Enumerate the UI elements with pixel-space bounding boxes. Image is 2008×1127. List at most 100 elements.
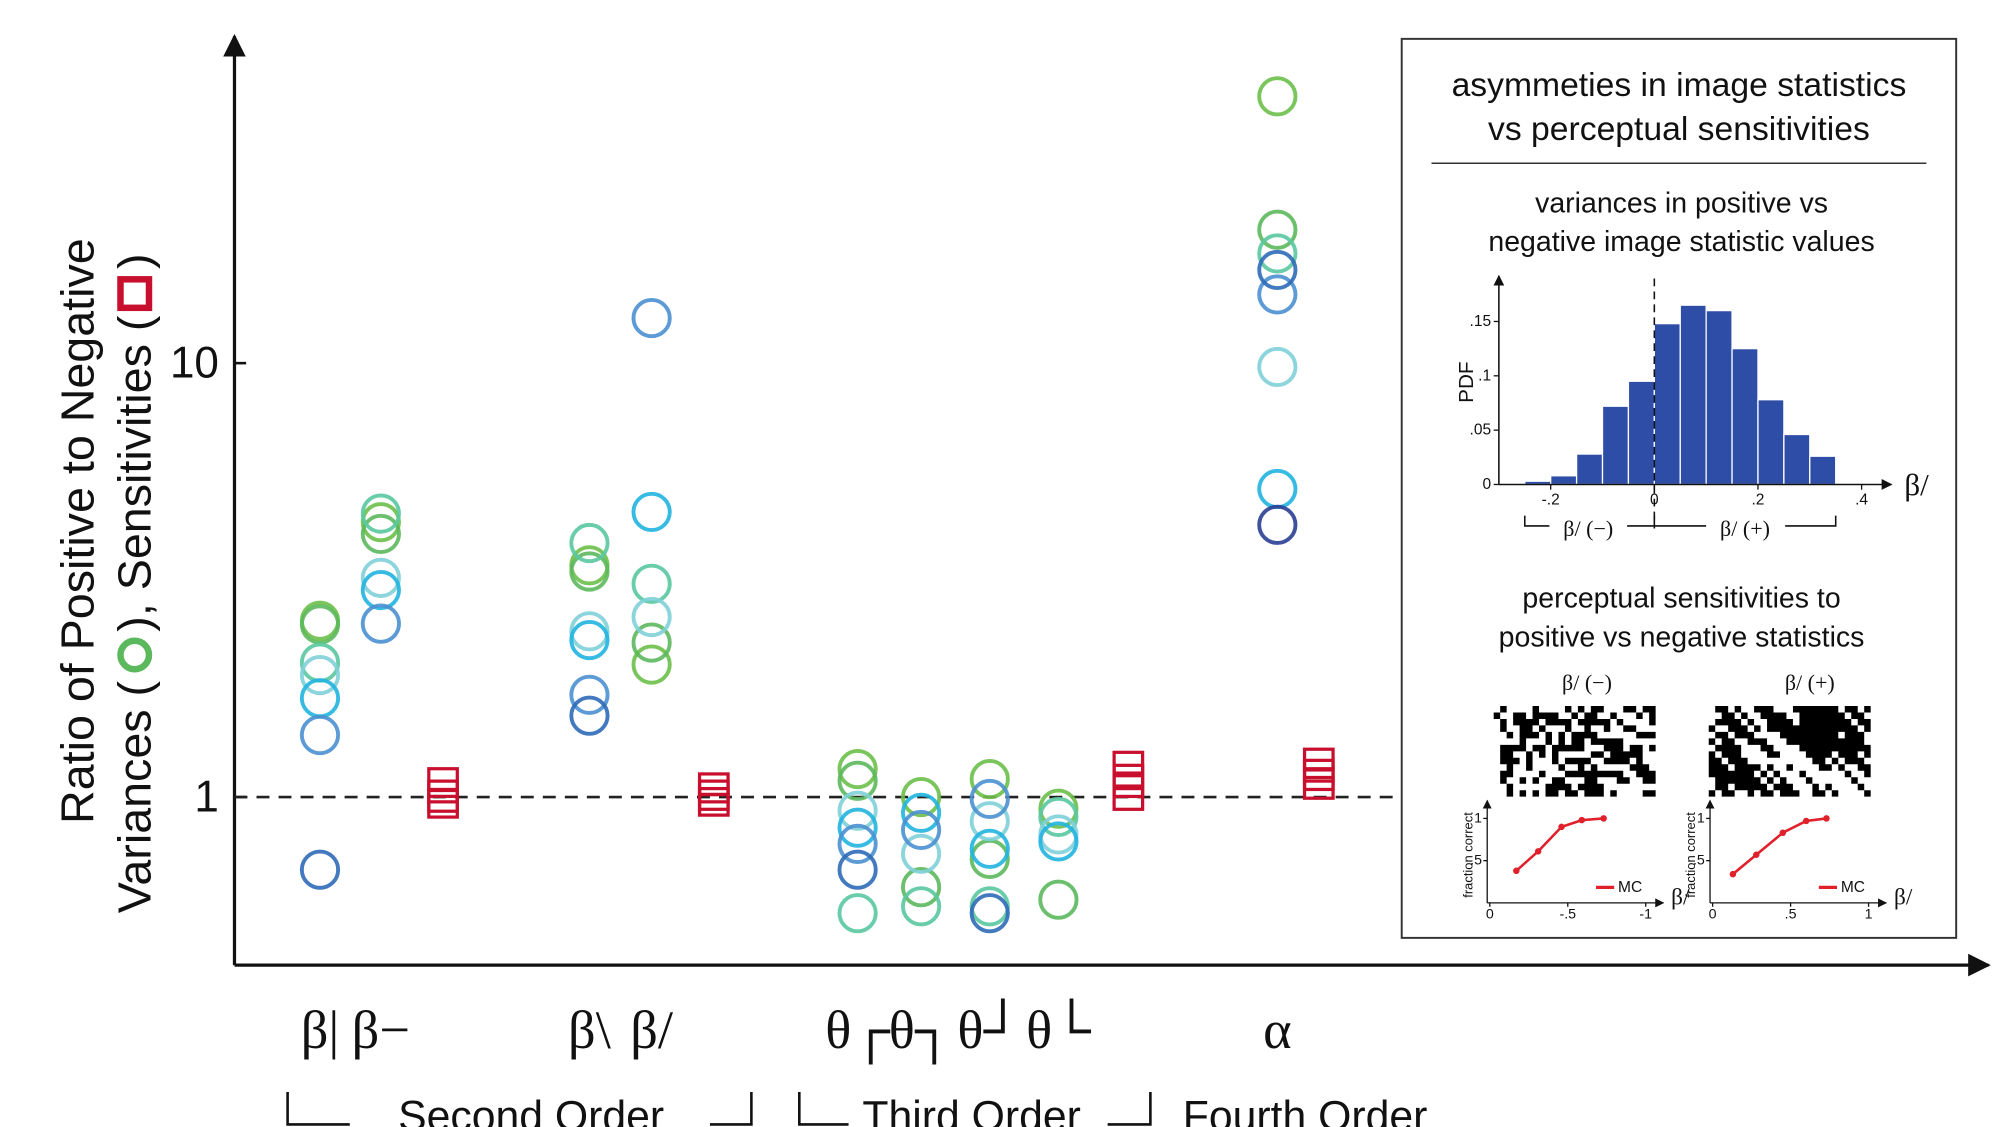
histogram-bar	[1628, 381, 1654, 484]
panel-x-tick-label: -.5	[1559, 907, 1576, 923]
hist-bracket-label: β/ (+)	[1720, 516, 1770, 541]
y-label: ), Sensitivities (	[109, 315, 161, 632]
sensitivity-title: positive vs negative statistics	[1499, 621, 1865, 653]
inset-title: asymmeties in image statistics	[1452, 67, 1907, 104]
variance-ratio	[1040, 882, 1076, 918]
variance-ratio	[839, 895, 875, 931]
variance-ratio	[633, 599, 669, 635]
panel-label: β/ (−)	[1562, 670, 1612, 695]
panel-x-label: β/	[1894, 885, 1913, 911]
page: {"chart_data":{ "type":"scatter","log_y"…	[0, 0, 2008, 1127]
hist-y-label: PDF	[1455, 361, 1478, 402]
y-label: Ratio of Positive to Negative	[52, 238, 104, 824]
variance-ratio	[1259, 507, 1295, 543]
psychometric-point	[1730, 871, 1736, 877]
category-label: θ┌	[825, 1000, 890, 1065]
variance-ratio	[839, 852, 875, 888]
y-label-1: Ratio of Positive to Negative	[52, 238, 104, 824]
variance-ratio	[633, 566, 669, 602]
hist-y-tick-label: .1	[1478, 367, 1491, 384]
psychometric-point	[1753, 852, 1759, 858]
hist-x-tick-label: .2	[1751, 492, 1764, 509]
order-label: Third Order	[862, 1093, 1080, 1127]
legend-circle	[120, 641, 149, 669]
hist-x-label: β/	[1904, 467, 1929, 502]
category-label: θ┘	[957, 998, 1022, 1060]
histogram-bar	[1784, 434, 1810, 484]
histogram-bar	[1810, 456, 1836, 484]
order-label: Second Order	[398, 1093, 664, 1127]
histogram-bar	[1680, 305, 1706, 484]
legend-square	[120, 279, 149, 307]
sensitivity-ratio	[700, 789, 729, 810]
hist-x-tick-label: -.2	[1542, 492, 1560, 509]
panel-y-label: fraction correct	[1460, 812, 1475, 898]
panel-x-tick-label: 0	[1486, 907, 1494, 923]
psychometric-point	[1803, 818, 1809, 824]
hist-y-tick-label: .15	[1470, 313, 1492, 330]
sensitivity-ratio	[1114, 752, 1143, 773]
psychometric-point	[1780, 830, 1786, 836]
variance-ratio	[363, 495, 399, 531]
variance-ratio	[633, 300, 669, 336]
variance-ratio	[363, 605, 399, 641]
variance-ratio	[571, 622, 607, 658]
psychometric-point	[1513, 868, 1519, 874]
variance-ratio	[633, 494, 669, 530]
variance-ratio	[302, 852, 338, 888]
histogram-bar	[1654, 324, 1680, 485]
category-label: θ┐	[889, 1000, 954, 1065]
variance-ratio	[302, 680, 338, 716]
panel-x-tick-label: -1	[1639, 907, 1652, 923]
variance-ratio	[1259, 78, 1295, 114]
panel-y-label: fraction correct	[1683, 812, 1698, 898]
panel-y-tick-label: 1	[1697, 810, 1705, 826]
y-tick-label: 10	[170, 339, 219, 388]
figure: 110Ratio of Positive to NegativeVariance…	[0, 0, 2008, 1127]
sensitivity-ratio	[429, 769, 458, 790]
variance-ratio	[302, 717, 338, 753]
sensitivity-title: perceptual sensitivities to	[1522, 582, 1840, 614]
histogram-bar	[1732, 349, 1758, 485]
variance-ratio	[571, 525, 607, 561]
hist-y-tick-label: 0	[1482, 476, 1491, 493]
variance-ratio	[1259, 471, 1295, 507]
panel-label: β/ (+)	[1785, 670, 1835, 695]
histogram-title: negative image statistic values	[1488, 226, 1874, 258]
histogram-bar	[1577, 454, 1603, 484]
category-label: β−	[352, 1000, 410, 1060]
y-label-2: Variances ( ), Sensitivities ()	[109, 253, 161, 913]
hist-x-tick-label: .4	[1855, 492, 1868, 509]
sensitivity-ratio	[700, 774, 729, 795]
y-tick-label: 1	[194, 773, 219, 822]
psychometric-point	[1579, 817, 1585, 823]
variance-ratio	[571, 613, 607, 649]
order-label: Fourth Order	[1183, 1093, 1428, 1127]
histogram-bar	[1706, 311, 1732, 485]
hist-x-tick-label: 0	[1650, 492, 1659, 509]
variance-ratio	[633, 646, 669, 682]
legend-label: MC	[1841, 879, 1865, 896]
y-label: )	[109, 253, 161, 269]
histogram-bar	[1551, 476, 1577, 485]
variance-ratio	[571, 677, 607, 713]
histogram-bar	[1603, 406, 1629, 484]
panel-x-tick-label: 0	[1709, 907, 1717, 923]
panel-x-tick-label: 1	[1865, 907, 1873, 923]
category-label: α	[1263, 1000, 1292, 1060]
psychometric-point	[1600, 815, 1606, 821]
histogram-title: variances in positive vs	[1535, 187, 1828, 219]
variance-ratio	[1259, 349, 1295, 385]
legend-label: MC	[1618, 879, 1642, 896]
psychometric-point	[1823, 815, 1829, 821]
psychometric-point	[1535, 848, 1541, 854]
y-label: Variances (	[109, 680, 161, 913]
panel-x-tick-label: .5	[1785, 907, 1797, 923]
category-label: θ└	[1026, 998, 1091, 1060]
hist-y-tick-label: .05	[1470, 422, 1492, 439]
category-label: β/	[630, 1000, 674, 1060]
sensitivity-ratio	[429, 796, 458, 817]
psychometric-point	[1558, 824, 1564, 830]
sensitivity-ratio	[1114, 789, 1143, 810]
inset-title: vs perceptual sensitivities	[1488, 111, 1870, 148]
